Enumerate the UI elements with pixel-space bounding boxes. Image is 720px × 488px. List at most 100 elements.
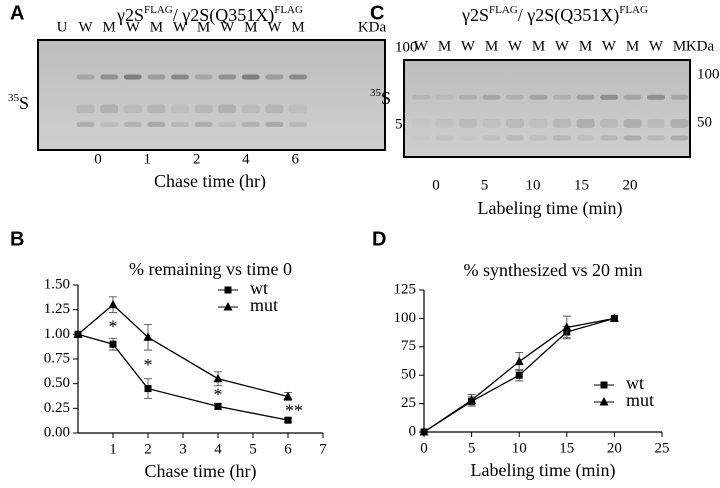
y-tick-label: 50 <box>401 367 416 383</box>
x-tick-label: 5 <box>249 441 257 457</box>
gel-band <box>506 119 524 129</box>
gel-title: γ2SFLAG/ γ2S(Q351X)FLAG <box>461 4 648 27</box>
y-tick-label: 25 <box>401 395 416 411</box>
gel-band <box>600 135 618 141</box>
text-part: S <box>19 93 29 113</box>
lane-label: M <box>673 38 686 54</box>
gel-band <box>482 119 501 129</box>
gel-band <box>289 121 307 127</box>
text-part: S <box>381 88 391 108</box>
text-part: FLAG <box>489 4 518 16</box>
lane-label: M <box>150 19 163 35</box>
annotation: * <box>144 355 153 375</box>
marker-square <box>224 286 232 294</box>
lane-label: W <box>220 19 235 35</box>
gel-band <box>265 104 284 114</box>
isotope-label: 35S <box>370 87 391 109</box>
gel-band <box>529 119 548 129</box>
gel-band <box>647 119 665 129</box>
panel-letter: A <box>10 2 24 24</box>
mw-marker: 100 <box>395 39 418 55</box>
gel-band <box>553 135 571 141</box>
chart-title: % synthesized vs 20 min <box>464 260 643 280</box>
gel-band <box>506 94 524 100</box>
marker-triangle <box>514 356 524 366</box>
text-part: 35 <box>8 92 20 104</box>
gel-band <box>218 121 237 127</box>
lane-label: M <box>579 38 592 54</box>
gel-band <box>100 121 119 127</box>
marker-triangle <box>599 397 609 406</box>
y-tick-label: 100 <box>394 310 417 326</box>
gel-band <box>647 135 665 141</box>
lane-label: W <box>649 38 664 54</box>
marker-triangle <box>223 302 233 311</box>
gel-band <box>459 119 477 129</box>
lane-label: W <box>508 38 523 54</box>
text-part: γ2S <box>461 5 489 25</box>
lane-label: W <box>126 19 141 35</box>
marker-square <box>144 385 152 393</box>
lane-label: M <box>438 38 451 54</box>
gel-band <box>147 104 166 114</box>
gel-band <box>623 119 642 129</box>
lane-label: U <box>57 19 68 35</box>
x-tick-label: 15 <box>559 440 574 456</box>
lane-label: M <box>244 19 257 35</box>
gel-band <box>600 94 618 100</box>
gel-band <box>576 135 595 141</box>
gel-band <box>265 74 284 80</box>
lane-label: M <box>197 19 210 35</box>
mw-unit: KDa <box>358 19 387 35</box>
y-tick-label: 0.00 <box>44 424 70 440</box>
gel-band <box>100 104 119 114</box>
lane-label: W <box>79 19 94 35</box>
x-tick-label: 5 <box>468 440 476 456</box>
lane-label: M <box>626 38 639 54</box>
panel-letter: B <box>10 228 24 250</box>
gel-image <box>37 39 386 151</box>
gel-band <box>647 94 665 100</box>
y-tick-label: 75 <box>401 338 416 354</box>
x-axis-label: Labeling time (min) <box>471 460 616 481</box>
marker-square <box>109 340 117 348</box>
text-part: FLAG <box>619 4 648 16</box>
gel-band <box>670 135 689 141</box>
gel-band <box>289 74 307 80</box>
marker-triangle <box>213 373 223 383</box>
y-tick-label: 1.50 <box>44 276 70 292</box>
marker-triangle <box>143 332 153 341</box>
panel-letter: D <box>372 228 386 250</box>
marker-triangle <box>419 427 429 436</box>
gel-band <box>412 136 430 141</box>
gel-band <box>147 74 166 80</box>
gel-band <box>553 94 571 100</box>
lane-label: W <box>555 38 570 54</box>
legend-label: wt <box>626 373 644 393</box>
x-tick-label: 10 <box>512 440 527 456</box>
y-tick-label: 125 <box>394 281 417 297</box>
annotation: * <box>109 317 118 337</box>
time-label: 10 <box>526 177 541 193</box>
gel-band <box>576 119 595 129</box>
lane-label: W <box>461 38 476 54</box>
y-tick-label: 1.25 <box>44 301 70 317</box>
annotation: * <box>214 385 223 405</box>
gel-band <box>412 94 430 100</box>
time-label: 4 <box>242 151 250 167</box>
marker-triangle <box>283 391 293 400</box>
lane-label: M <box>532 38 545 54</box>
y-tick-label: 1.00 <box>44 326 70 342</box>
gel-band <box>553 119 571 129</box>
gel-band <box>600 119 618 129</box>
gel-band <box>412 119 430 128</box>
x-tick-label: 7 <box>319 441 327 457</box>
gel-band <box>482 135 501 141</box>
gel-band <box>482 94 501 100</box>
gel-band <box>623 135 642 141</box>
lane-label: M <box>485 38 498 54</box>
text-part: γ2S <box>116 5 144 25</box>
marker-triangle <box>73 329 83 338</box>
marker-triangle <box>562 322 572 331</box>
gel-band <box>623 94 642 100</box>
